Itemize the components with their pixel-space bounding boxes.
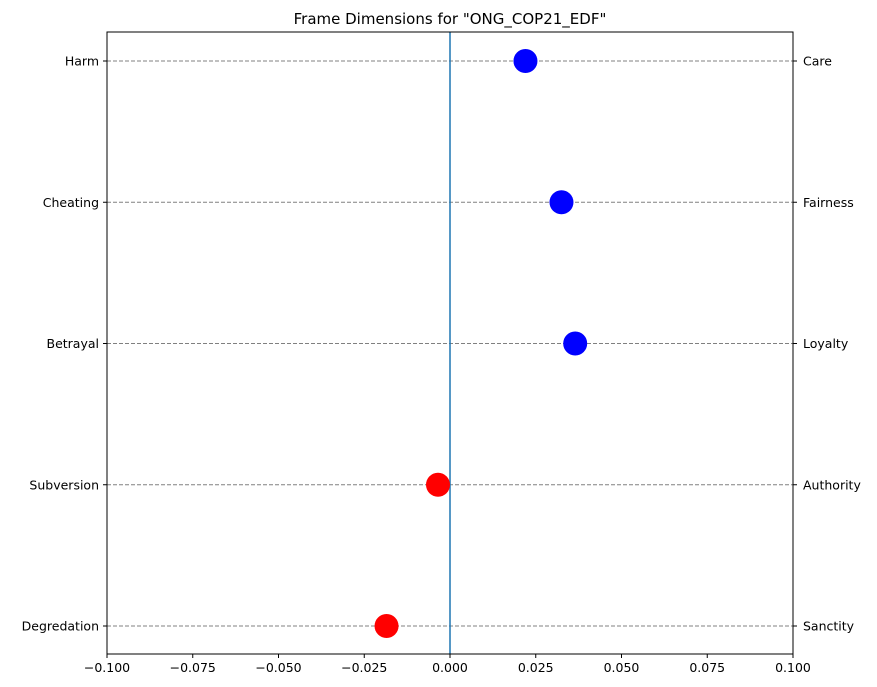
x-tick-label: −0.025: [341, 660, 387, 675]
data-point: [563, 331, 588, 356]
right-label: Authority: [803, 477, 861, 492]
x-tick-label: −0.075: [170, 660, 216, 675]
right-label: Fairness: [803, 195, 854, 210]
x-axis-ticks: −0.100 −0.075 −0.050 −0.025 0.000 0.025 0.050 0…: [84, 654, 811, 675]
right-axis-labels: Care Fairness Loyalty Authority Sanctity: [793, 54, 861, 634]
data-points: [374, 49, 588, 638]
x-tick-label: 0.050: [604, 660, 640, 675]
x-tick-label: 0.000: [432, 660, 468, 675]
right-label: Sanctity: [803, 619, 855, 634]
left-axis-labels: Harm Cheating Betrayal Subversion Degredatio…: [22, 54, 107, 634]
left-label: Degredation: [22, 619, 99, 634]
data-point: [374, 614, 399, 638]
right-label: Loyalty: [803, 336, 849, 351]
chart-title: Frame Dimensions for "ONG_COP21_EDF": [294, 10, 607, 29]
data-point: [549, 190, 574, 215]
x-tick-label: −0.050: [255, 660, 301, 675]
x-tick-label: 0.100: [775, 660, 811, 675]
right-label: Care: [803, 54, 832, 69]
left-label: Betrayal: [47, 336, 100, 351]
data-point: [425, 472, 450, 497]
left-label: Subversion: [29, 477, 99, 492]
x-tick-label: 0.075: [689, 660, 725, 675]
x-tick-label: −0.100: [84, 660, 130, 675]
x-tick-label: 0.025: [518, 660, 554, 675]
left-label: Cheating: [43, 195, 99, 210]
left-label: Harm: [65, 54, 99, 69]
data-point: [513, 49, 538, 73]
